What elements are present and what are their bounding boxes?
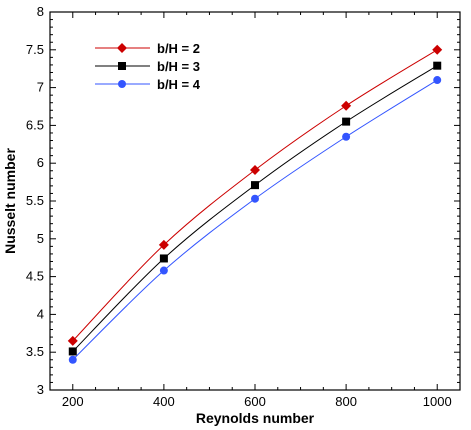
series-line <box>72 79 438 361</box>
y-tick-label: 6 <box>37 155 44 170</box>
y-tick-label: 5.5 <box>26 193 44 208</box>
legend-item: b/H = 4 <box>95 77 201 92</box>
x-axis-title: Reynolds number <box>196 410 315 426</box>
y-tick-label: 6.5 <box>26 117 44 132</box>
y-tick-label: 5 <box>37 231 44 246</box>
data-point <box>433 76 442 85</box>
data-point <box>342 117 351 126</box>
data-point <box>341 100 352 111</box>
data-point <box>68 347 77 356</box>
legend-item: b/H = 2 <box>95 41 200 56</box>
data-point <box>159 254 168 263</box>
data-point <box>251 194 259 203</box>
series-layer <box>67 44 443 364</box>
legend-item: b/H = 3 <box>95 59 200 74</box>
x-tick-label: 600 <box>244 394 266 409</box>
x-tick-label: 200 <box>62 394 84 409</box>
x-tick-label: 400 <box>153 394 175 409</box>
data-point <box>250 165 260 176</box>
data-point <box>67 335 78 346</box>
legend: b/H = 2 b/H = 3 b/H = 4 <box>95 41 201 92</box>
y-tick-label: 3 <box>37 382 44 397</box>
y-axis: 3 3.5 4 4.5 5 5.5 6 6.5 7 7.5 8 <box>26 4 460 397</box>
series-3 <box>68 76 442 364</box>
data-point <box>433 61 442 70</box>
legend-marker <box>117 43 127 53</box>
series-2 <box>68 61 442 356</box>
x-tick-label: 1000 <box>423 394 452 409</box>
y-tick-label: 7 <box>37 80 44 95</box>
y-tick-label: 7.5 <box>26 42 44 57</box>
data-point <box>432 44 443 55</box>
series-1 <box>67 44 443 346</box>
y-tick-label: 8 <box>37 4 44 19</box>
legend-label: b/H = 3 <box>157 59 200 74</box>
data-point <box>158 239 169 250</box>
y-tick-label: 4 <box>37 306 44 321</box>
y-tick-label: 3.5 <box>26 344 44 359</box>
x-axis: 200 400 600 800 1000 <box>62 12 452 409</box>
y-tick-label: 4.5 <box>26 269 44 284</box>
data-point <box>342 132 351 141</box>
data-point <box>251 181 259 190</box>
legend-label: b/H = 4 <box>157 77 201 92</box>
legend-marker <box>118 62 126 70</box>
legend-label: b/H = 2 <box>157 41 200 56</box>
legend-marker <box>118 80 126 88</box>
series-line <box>72 65 438 352</box>
data-point <box>68 355 77 364</box>
x-tick-label: 800 <box>335 394 357 409</box>
y-axis-title: Nusselt number <box>2 148 18 254</box>
data-point <box>159 266 168 275</box>
